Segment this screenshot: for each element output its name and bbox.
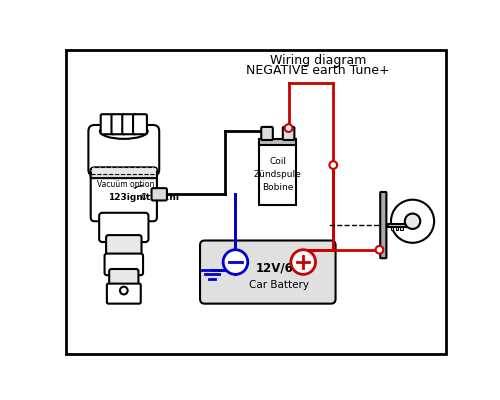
FancyBboxPatch shape xyxy=(90,167,157,221)
FancyBboxPatch shape xyxy=(133,114,147,134)
Bar xyxy=(260,139,296,145)
FancyBboxPatch shape xyxy=(106,235,142,260)
Polygon shape xyxy=(391,227,394,230)
FancyBboxPatch shape xyxy=(99,213,148,242)
Text: 123ignition.nl: 123ignition.nl xyxy=(108,193,180,202)
Text: Vacuüm option: Vacuüm option xyxy=(97,180,154,189)
Polygon shape xyxy=(400,227,402,230)
FancyBboxPatch shape xyxy=(200,240,336,304)
Circle shape xyxy=(291,250,316,274)
Circle shape xyxy=(391,200,434,243)
FancyBboxPatch shape xyxy=(122,114,136,134)
Circle shape xyxy=(376,246,384,254)
Bar xyxy=(260,144,296,205)
FancyBboxPatch shape xyxy=(104,254,143,275)
Text: Coil
Zündspule
Bobine: Coil Zündspule Bobine xyxy=(254,156,302,192)
Ellipse shape xyxy=(100,124,148,139)
FancyBboxPatch shape xyxy=(90,169,157,178)
Circle shape xyxy=(284,124,292,132)
Circle shape xyxy=(120,287,128,294)
FancyBboxPatch shape xyxy=(107,284,141,304)
Polygon shape xyxy=(396,227,398,230)
Circle shape xyxy=(223,250,248,274)
FancyBboxPatch shape xyxy=(283,127,294,140)
FancyBboxPatch shape xyxy=(152,188,167,200)
Text: Car Battery: Car Battery xyxy=(250,280,310,290)
Circle shape xyxy=(330,161,337,169)
Text: 12V/6V: 12V/6V xyxy=(256,262,303,275)
Text: NEGATIVE earth Tune+: NEGATIVE earth Tune+ xyxy=(246,64,390,77)
FancyBboxPatch shape xyxy=(92,166,156,174)
Polygon shape xyxy=(388,224,406,227)
FancyBboxPatch shape xyxy=(112,114,126,134)
Text: Wiring diagram: Wiring diagram xyxy=(270,54,366,67)
FancyBboxPatch shape xyxy=(88,125,159,176)
FancyBboxPatch shape xyxy=(380,192,386,258)
Circle shape xyxy=(405,214,420,229)
FancyBboxPatch shape xyxy=(109,269,138,289)
FancyBboxPatch shape xyxy=(100,114,114,134)
Text: ©: © xyxy=(140,193,147,202)
FancyBboxPatch shape xyxy=(262,127,273,140)
